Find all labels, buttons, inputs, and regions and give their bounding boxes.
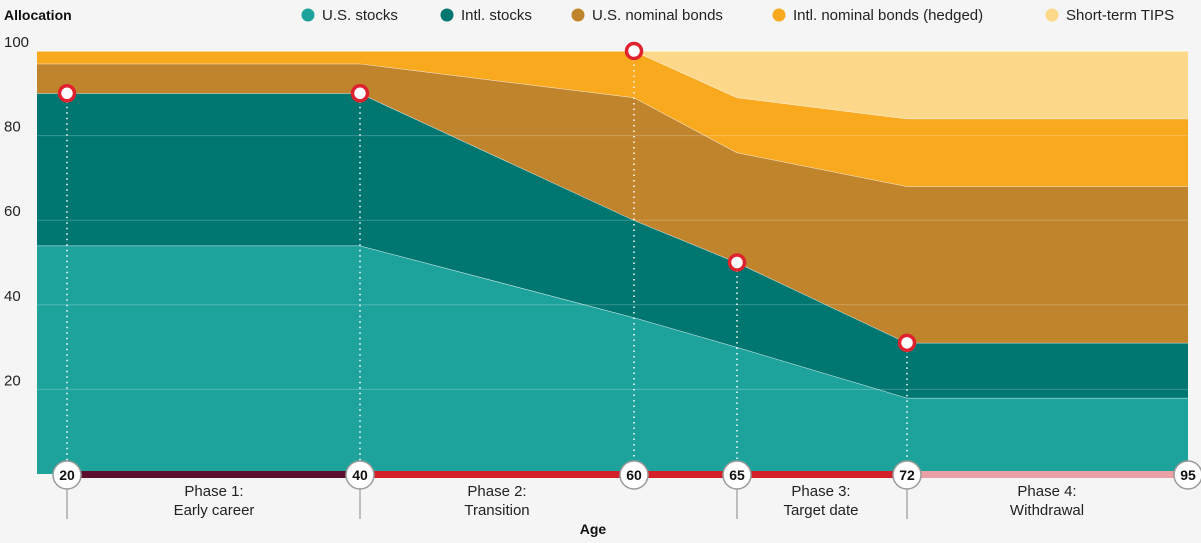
- phase-label-line2: Early career: [174, 502, 255, 519]
- age-badges: 20 40 60 65 72 95: [52, 460, 1201, 490]
- area-short-term-tips: [37, 51, 1188, 119]
- age-badge-label: 40: [352, 467, 368, 483]
- legend-swatch: [571, 8, 585, 22]
- y-tick-label: 60: [4, 203, 21, 220]
- legend-label: U.S. nominal bonds: [592, 7, 723, 24]
- y-axis-title: Allocation: [4, 7, 72, 23]
- phase-label-line1: Phase 1:: [184, 483, 243, 500]
- age-badge: [1173, 460, 1201, 490]
- age-badge: [52, 460, 82, 490]
- y-axis-ticks: 20 40 60 80 100: [4, 34, 29, 389]
- glidepath-marker: [727, 253, 747, 272]
- phase-label-line2: Withdrawal: [1010, 502, 1084, 519]
- y-tick-label: 80: [4, 119, 21, 136]
- gridlines: [37, 50, 1188, 390]
- age-badge-label: 95: [1180, 467, 1196, 483]
- phase-label-line2: Target date: [783, 502, 858, 519]
- phase-labels: Phase 1: Early career Phase 2: Transition Ph…: [174, 483, 1085, 519]
- y-tick-label: 100: [4, 34, 29, 51]
- area-intl-stocks: [37, 93, 1188, 398]
- phase-label-line1: Phase 3:: [791, 483, 850, 500]
- phase-bar-segment: [907, 471, 1188, 478]
- age-badge-label: 65: [729, 467, 745, 483]
- legend: U.S. stocks Intl. stocks U.S. nominal bond…: [301, 7, 1174, 24]
- legend-label: Intl. stocks: [461, 7, 532, 24]
- age-badge: [722, 460, 752, 490]
- phase-label-line1: Phase 4:: [1017, 483, 1076, 500]
- legend-swatch: [1045, 8, 1059, 22]
- age-badge-label: 60: [626, 467, 642, 483]
- legend-label: U.S. stocks: [322, 7, 398, 24]
- age-badge-label: 20: [59, 467, 75, 483]
- glidepath-marker: [624, 41, 644, 61]
- legend-swatch: [772, 8, 786, 22]
- legend-label: Intl. nominal bonds (hedged): [793, 7, 983, 24]
- age-badge: [619, 460, 649, 490]
- area-intl-nominal-bonds-hedged-: [37, 51, 1188, 187]
- legend-label: Short-term TIPS: [1066, 7, 1174, 24]
- marker-droplines: [66, 59, 908, 470]
- phase-bar-segment: [360, 471, 737, 478]
- x-axis-title: Age: [580, 521, 607, 537]
- phase-bar-segment: [67, 471, 360, 478]
- age-badge: [345, 460, 375, 490]
- glidepath-marker: [897, 333, 917, 353]
- glidepath-marker: [57, 84, 77, 103]
- phase-timeline: [66, 471, 1188, 519]
- y-tick-label: 20: [4, 372, 21, 389]
- phase-bar-segment: [737, 471, 907, 478]
- phase-label-line1: Phase 2:: [467, 483, 526, 500]
- legend-swatch: [301, 8, 315, 22]
- legend-swatch: [440, 8, 454, 22]
- glidepath-markers: [57, 41, 917, 353]
- age-badge-label: 72: [899, 467, 915, 483]
- age-badge: [892, 460, 922, 490]
- glidepath-marker: [350, 84, 370, 103]
- area-u-s-stocks: [37, 245, 1188, 474]
- phase-label-line2: Transition: [464, 502, 529, 519]
- plot-areas: [37, 50, 1188, 474]
- y-tick-label: 40: [4, 288, 21, 305]
- area-u-s-nominal-bonds: [37, 63, 1188, 343]
